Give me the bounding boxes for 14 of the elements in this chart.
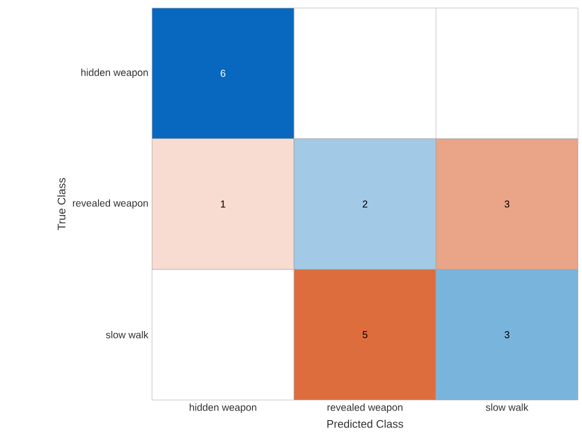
data-label: 6 [220, 70, 226, 77]
x-tick-label: revealed weapon [328, 404, 402, 413]
x-tick-label: hidden weapon [190, 404, 256, 413]
data-label: 3 [504, 200, 510, 208]
x-axis-title: Predicted Class [327, 420, 404, 428]
y-tick-label: revealed weapon [72, 199, 148, 209]
y-tick-label: slow walk [106, 331, 148, 338]
y-axis-title: True Class [57, 178, 66, 230]
data-label: 1 [220, 200, 226, 208]
data-label: 3 [504, 331, 510, 338]
data-label: 5 [362, 331, 368, 338]
data-label: 2 [362, 200, 368, 208]
x-tick-label: slow walk [486, 404, 528, 411]
y-tick-label: hidden weapon [81, 68, 148, 78]
